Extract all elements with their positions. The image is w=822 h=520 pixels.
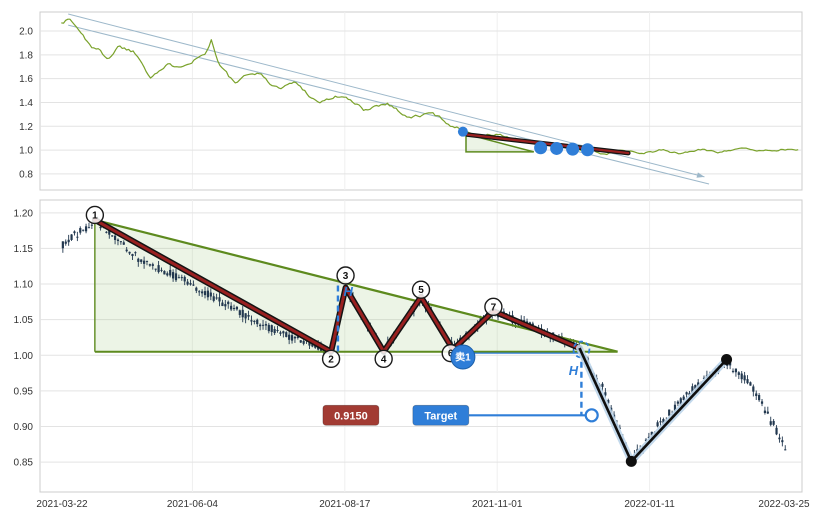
overview-panel: 2.0 1.8 1.6 1.4 1.2 1.0 0.8: [19, 11, 803, 191]
x-axis-label: 2021-08-17: [319, 499, 371, 510]
pattern-point-label: 2: [328, 354, 334, 365]
pattern-point-2[interactable]: 2: [321, 349, 341, 369]
x-axis-label: 2021-03-22: [36, 499, 88, 510]
x-axis-label: 2021-11-01: [472, 499, 523, 510]
x-axis-label: 2022-01-11: [624, 499, 675, 510]
y-axis-label: 1.6: [19, 74, 33, 85]
target-hit-circle: [584, 408, 599, 423]
pattern-point-1[interactable]: 1: [85, 205, 105, 225]
channel-arrowhead: [696, 172, 705, 178]
x-axis-label: 2022-03-25: [758, 499, 810, 510]
pattern-point-label: 1: [92, 210, 98, 221]
pattern-point-label: 7: [491, 302, 497, 313]
breakout-circle: [572, 340, 591, 359]
highlight-dot: [534, 141, 548, 155]
pivot-dot[interactable]: [721, 354, 733, 366]
pattern-point-label: 4: [381, 354, 387, 365]
y-axis-label: 1.05: [14, 315, 34, 326]
projection-halo: [576, 344, 731, 465]
y-axis-label: 0.90: [14, 422, 34, 433]
y-axis-label: 1.10: [14, 280, 34, 291]
y-axis-label: 1.15: [14, 244, 34, 255]
pattern-point-label: 5: [418, 285, 424, 296]
sell-1-badge-label: 卖1: [455, 351, 471, 364]
highlight-dot: [566, 142, 580, 156]
y-axis-label: 0.85: [14, 458, 34, 469]
highlight-dot: [550, 141, 564, 155]
y-axis-label: 1.0: [19, 146, 33, 157]
detail-panel: 1.20 1.15 1.10 1.05 1.00 0.95 0.90 0.85 2021-03-…: [14, 199, 810, 510]
panel-border: [39, 199, 803, 493]
sell-1-badge[interactable]: 卖1: [450, 344, 476, 370]
pattern-point-4[interactable]: 4: [374, 349, 393, 369]
trend-channel[interactable]: [68, 13, 710, 185]
panel-border: [39, 11, 803, 191]
target-price-label-text: 0.9150: [334, 410, 368, 422]
pattern-point-label: 3: [343, 271, 349, 282]
price-line: [61, 18, 799, 156]
pattern-point-7[interactable]: 7: [484, 297, 503, 317]
pattern-point-3[interactable]: 3: [336, 266, 355, 285]
y-axis-label: 1.4: [19, 98, 33, 109]
x-axis-label: 2021-06-04: [167, 499, 219, 510]
pattern-segment: [466, 133, 630, 155]
y-axis-label: 1.8: [19, 50, 33, 61]
height-label-1: H: [344, 284, 354, 299]
target-label[interactable]: Target: [412, 404, 470, 426]
target-label-text: Target: [424, 410, 457, 422]
y-axis-label: 1.2: [19, 122, 33, 133]
highlight-dot: [580, 143, 594, 157]
y-axis-label: 1.20: [14, 208, 34, 219]
pivot-dot[interactable]: [625, 455, 637, 467]
y-axis-label: 1.00: [14, 351, 34, 362]
height-label-2: H: [569, 363, 579, 378]
target-price-label[interactable]: 0.9150: [322, 404, 380, 426]
pattern-point-5[interactable]: 5: [411, 280, 431, 299]
y-axis-label: 0.8: [19, 169, 33, 180]
zigzag-pattern[interactable]: [93, 218, 581, 354]
y-axis-label: 2.0: [19, 27, 33, 38]
highlight-dot: [457, 126, 468, 137]
y-axis-label: 0.95: [14, 386, 34, 397]
